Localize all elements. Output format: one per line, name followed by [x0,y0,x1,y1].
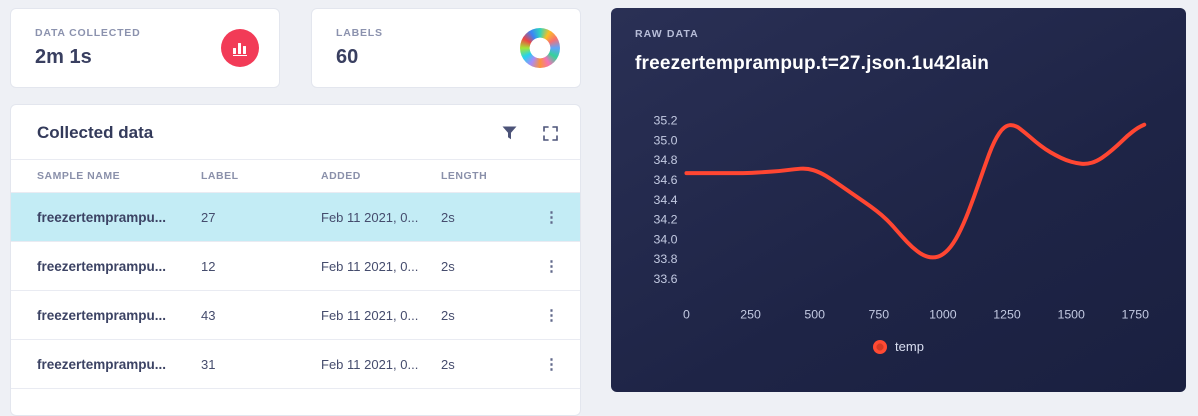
stat-label-labels: LABELS [336,27,383,39]
panel-title: Collected data [37,123,154,142]
sample-name-cell: freezertemprampu... [11,192,201,242]
label-cell: 43 [201,290,321,340]
svg-text:35.0: 35.0 [654,133,678,147]
column-header-actions [536,159,580,193]
added-cell: Feb 11 2021, 0... [321,192,441,242]
filter-icon[interactable] [502,126,517,140]
svg-text:35.2: 35.2 [654,114,678,128]
legend-dot-icon [873,339,888,354]
kebab-menu-icon[interactable]: ⋮ [544,356,559,373]
svg-text:34.6: 34.6 [654,173,678,187]
table-row[interactable]: freezertemprampu... 12 Feb 11 2021, 0...… [11,241,580,291]
left-column: DATA COLLECTED 2m 1s LABELS 60 [10,8,581,416]
length-cell: 2s [441,290,536,340]
collected-data-header: Collected data [11,105,580,159]
label-cell: 31 [201,339,321,389]
svg-text:34.2: 34.2 [654,213,678,227]
stat-card-labels: LABELS 60 [311,8,581,88]
table-row[interactable]: freezertemprampu... 27 Feb 11 2021, 0...… [11,192,580,242]
stat-card-data-collected: DATA COLLECTED 2m 1s [10,8,280,88]
stat-value-labels: 60 [336,46,359,68]
sample-name-cell: freezertemprampu... [11,241,201,291]
label-cell: 27 [201,192,321,242]
sample-name-cell: freezertemprampu... [11,290,201,340]
column-header-length: LENGTH [441,159,536,193]
added-cell: Feb 11 2021, 0... [321,339,441,389]
sample-title: freezertemprampup.t=27.json.1u42lain [635,53,990,74]
kebab-menu-icon[interactable]: ⋮ [544,209,559,226]
kebab-menu-icon[interactable]: ⋮ [544,258,559,275]
svg-text:1500: 1500 [1057,307,1085,321]
expand-icon[interactable] [543,125,558,141]
svg-text:34.0: 34.0 [654,232,678,246]
bar-chart-icon [221,29,259,67]
column-header-label: LABEL [201,159,321,193]
length-cell: 2s [441,192,536,242]
svg-text:1250: 1250 [993,307,1021,321]
collected-data-panel: Collected data SAMPLE NAME [10,104,581,416]
svg-text:33.6: 33.6 [654,272,678,286]
table-row[interactable]: freezertemprampu... 43 Feb 11 2021, 0...… [11,290,580,340]
svg-text:1000: 1000 [929,307,957,321]
line-chart-svg: 35.2 35.0 34.8 34.6 34.4 34.2 34.0 33.8 33.6 0 250… [654,114,1150,322]
svg-text:33.8: 33.8 [654,252,678,266]
table-body: freezertemprampu... 27 Feb 11 2021, 0...… [11,192,580,389]
sample-name-cell: freezertemprampu... [11,339,201,389]
stats-row: DATA COLLECTED 2m 1s LABELS 60 [10,8,581,88]
samples-table: SAMPLE NAME LABEL ADDED LENGTH freezerte… [11,159,580,389]
added-cell: Feb 11 2021, 0... [321,241,441,291]
table-row[interactable]: freezertemprampu... 31 Feb 11 2021, 0...… [11,339,580,389]
legend-item[interactable]: temp [639,339,1158,354]
labels-burst-icon [520,28,560,68]
chart-wrap: 35.2 35.0 34.8 34.6 34.4 34.2 34.0 33.8 33.6 0 250… [635,99,1162,355]
svg-text:250: 250 [740,307,761,321]
length-cell: 2s [441,241,536,291]
legend-label: temp [895,339,924,355]
svg-text:500: 500 [804,307,825,321]
raw-data-panel: RAW DATA freezertemprampup.t=27.json.1u4… [611,8,1186,392]
stat-label-data-collected: DATA COLLECTED [35,27,141,39]
added-cell: Feb 11 2021, 0... [321,290,441,340]
stat-value-data-collected: 2m 1s [35,46,92,68]
table-header-row: SAMPLE NAME LABEL ADDED LENGTH [11,159,580,193]
label-cell: 12 [201,241,321,291]
header-icons [502,125,558,141]
length-cell: 2s [441,339,536,389]
svg-text:0: 0 [683,307,690,321]
column-header-sample-name: SAMPLE NAME [11,159,201,193]
svg-text:34.4: 34.4 [654,193,678,207]
column-header-added: ADDED [321,159,441,193]
svg-text:750: 750 [869,307,890,321]
raw-data-kicker: RAW DATA [635,28,699,40]
svg-text:34.8: 34.8 [654,153,678,167]
kebab-menu-icon[interactable]: ⋮ [544,307,559,324]
svg-text:1750: 1750 [1122,307,1150,321]
